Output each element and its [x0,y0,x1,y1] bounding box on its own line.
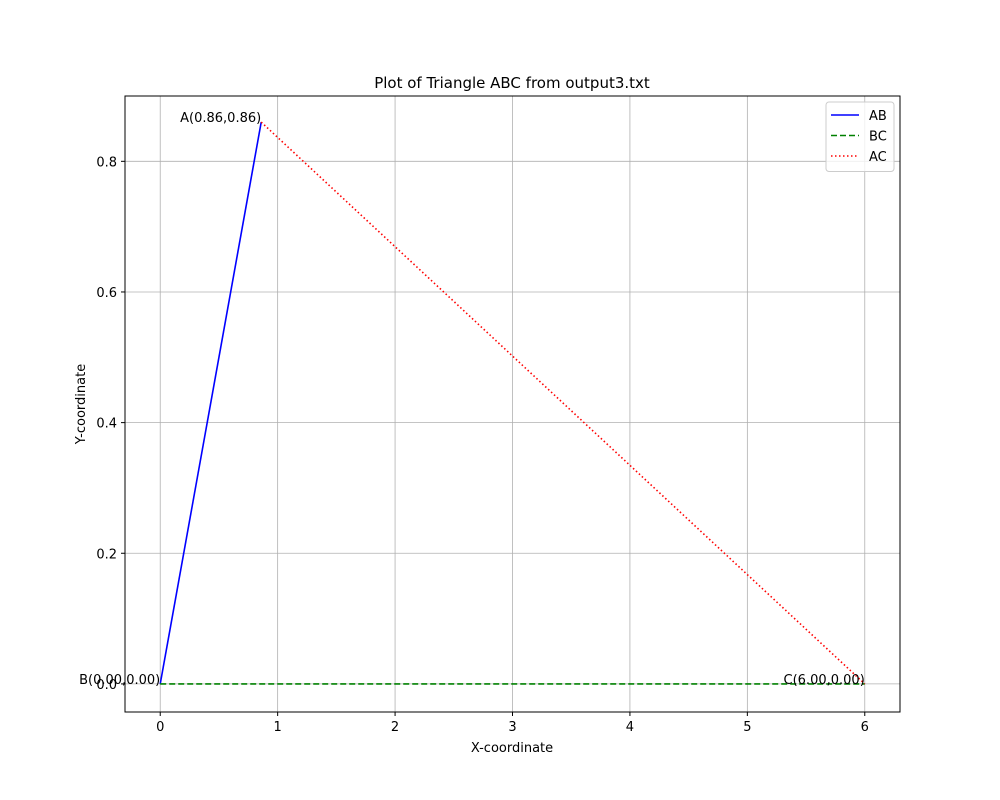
legend-box [825,101,895,172]
x-tick-label: 4 [626,720,634,735]
x-tick-label: 0 [156,720,164,735]
x-tick-label: 6 [861,720,869,735]
y-tick-label: 0.4 [96,417,117,432]
y-tick-label: 0.2 [96,547,117,562]
x-axis-label: X-coordinate [471,741,553,756]
series-lines [159,121,866,685]
chart-title: Plot of Triangle ABC from output3.txt [374,74,650,92]
y-axis-label: Y-coordinate [74,364,89,445]
x-tick-label: 1 [274,720,282,735]
series-line-ac [260,121,866,685]
point-labels: A(0.86,0.86) B(0.00,0.00) C(6.00,0.00) [79,111,865,688]
x-tick-label: 2 [391,720,399,735]
legend-label-bc: BC [869,130,887,145]
x-tick-label: 3 [508,720,516,735]
series-line-ab [159,121,262,685]
ticks: 0 1 2 3 4 5 6 0.0 0.2 0.4 0.6 0.8 [96,155,869,735]
point-label: C(6.00,0.00) [784,673,865,688]
y-tick-label: 0.0 [96,678,117,693]
y-tick-label: 0.8 [96,155,117,170]
legend-label-ab: AB [869,109,887,124]
legend: AB BC AC [825,101,895,172]
legend-label-ac: AC [869,150,887,165]
point-label: B(0.00,0.00) [79,673,160,688]
x-tick-label: 5 [743,720,751,735]
point-label: A(0.86,0.86) [180,111,261,126]
y-tick-label: 0.6 [96,286,117,301]
